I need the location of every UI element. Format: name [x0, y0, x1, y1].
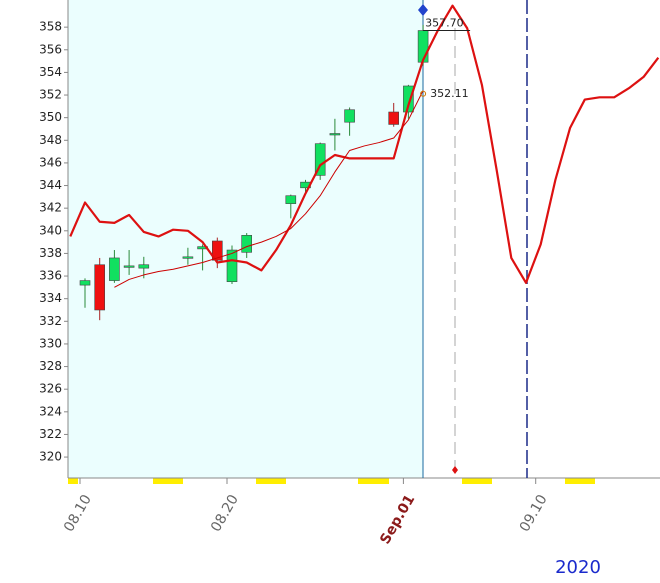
- price-label: 352.11: [430, 87, 469, 100]
- indicator-line: [69, 4, 660, 284]
- y-tick-label: 336: [39, 269, 62, 283]
- candle-body: [241, 235, 252, 253]
- indicator-line: [114, 90, 424, 288]
- candle-body: [344, 109, 355, 123]
- y-tick-label: 324: [39, 404, 62, 418]
- y-tick-label: 332: [39, 314, 62, 328]
- candle-body: [388, 111, 400, 125]
- y-tick-label: 326: [39, 382, 62, 396]
- y-tick-label: 344: [39, 178, 62, 192]
- y-tick-label: 356: [39, 42, 62, 56]
- y-tick-label: 322: [39, 427, 62, 441]
- candle-body: [123, 265, 135, 268]
- candle-body: [417, 30, 429, 63]
- x-tick-label: 09.10: [517, 492, 551, 535]
- y-tick-label: 328: [39, 359, 62, 373]
- x-tick-label: Sep.01: [377, 492, 418, 547]
- y-tick-label: 346: [39, 155, 62, 169]
- candle-body: [285, 195, 297, 204]
- y-tick-label: 320: [39, 450, 62, 464]
- price-dot: [420, 90, 427, 97]
- y-tick-label: 358: [39, 20, 62, 34]
- y-tick-label: 354: [39, 65, 62, 79]
- x-tick-label: 08.20: [208, 492, 242, 535]
- y-tick-label: 352: [39, 88, 62, 102]
- candle-body: [138, 264, 150, 269]
- candle-body: [329, 133, 341, 136]
- candle-body: [226, 249, 238, 283]
- price-label: 357.70: [425, 17, 464, 30]
- candle-body: [94, 264, 105, 311]
- y-tick-label: 348: [39, 133, 62, 147]
- candle-body: [403, 85, 414, 113]
- peak-marker: [452, 466, 458, 474]
- y-tick-label: 338: [39, 246, 62, 260]
- candle-body: [79, 280, 91, 286]
- x-tick-label: 08.10: [61, 492, 95, 535]
- candle-body: [182, 256, 194, 259]
- weekend-markers: [68, 478, 595, 484]
- today-marker: [418, 4, 428, 16]
- candle-body: [212, 240, 223, 261]
- y-tick-label: 340: [39, 223, 62, 237]
- y-tick-label: 342: [39, 201, 62, 215]
- year-label: 2020: [555, 557, 601, 578]
- y-tick-label: 330: [39, 336, 62, 350]
- y-tick-label: 350: [39, 110, 62, 124]
- candle-body: [314, 143, 326, 176]
- candle-body: [109, 257, 120, 281]
- y-tick-label: 334: [39, 291, 62, 305]
